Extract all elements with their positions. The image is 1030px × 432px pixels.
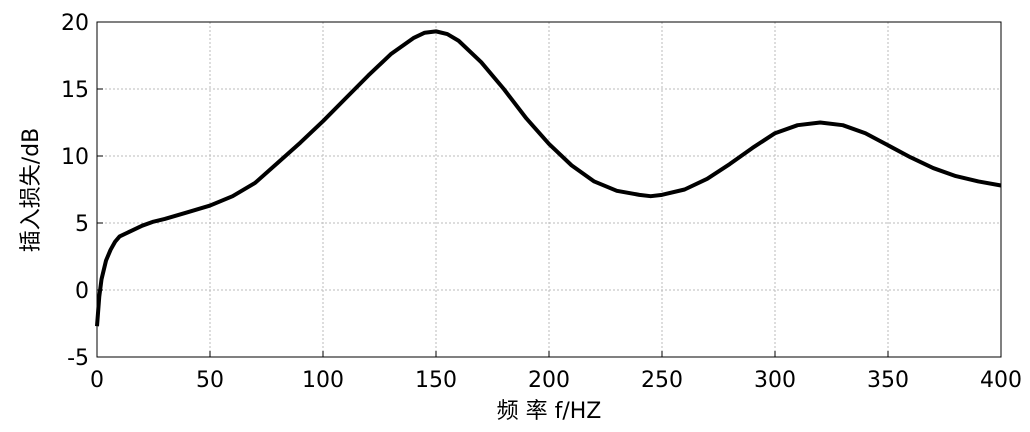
x-tick-label: 150 <box>415 368 457 393</box>
x-tick-label: 350 <box>867 368 909 393</box>
y-tick-label: 20 <box>61 11 89 36</box>
plot-frame <box>96 21 1002 358</box>
x-axis-label: 频 率 f/HZ <box>497 399 602 424</box>
x-tick-label: 100 <box>302 368 344 393</box>
x-tick-label: 200 <box>528 368 570 393</box>
y-tick-label: -5 <box>67 346 89 371</box>
x-tick-label: 50 <box>196 368 224 393</box>
x-tick-label: 300 <box>754 368 796 393</box>
y-tick-label: 5 <box>75 212 89 237</box>
y-axis-label: 插入损失/dB <box>19 128 44 252</box>
x-tick-label: 250 <box>641 368 683 393</box>
x-tick-label: 0 <box>90 368 104 393</box>
y-tick-label: 0 <box>75 279 89 304</box>
data-line <box>95 29 1002 327</box>
y-tick-label: 10 <box>61 145 89 170</box>
x-tick-label: 400 <box>980 368 1022 393</box>
y-tick-label: 15 <box>61 78 89 103</box>
